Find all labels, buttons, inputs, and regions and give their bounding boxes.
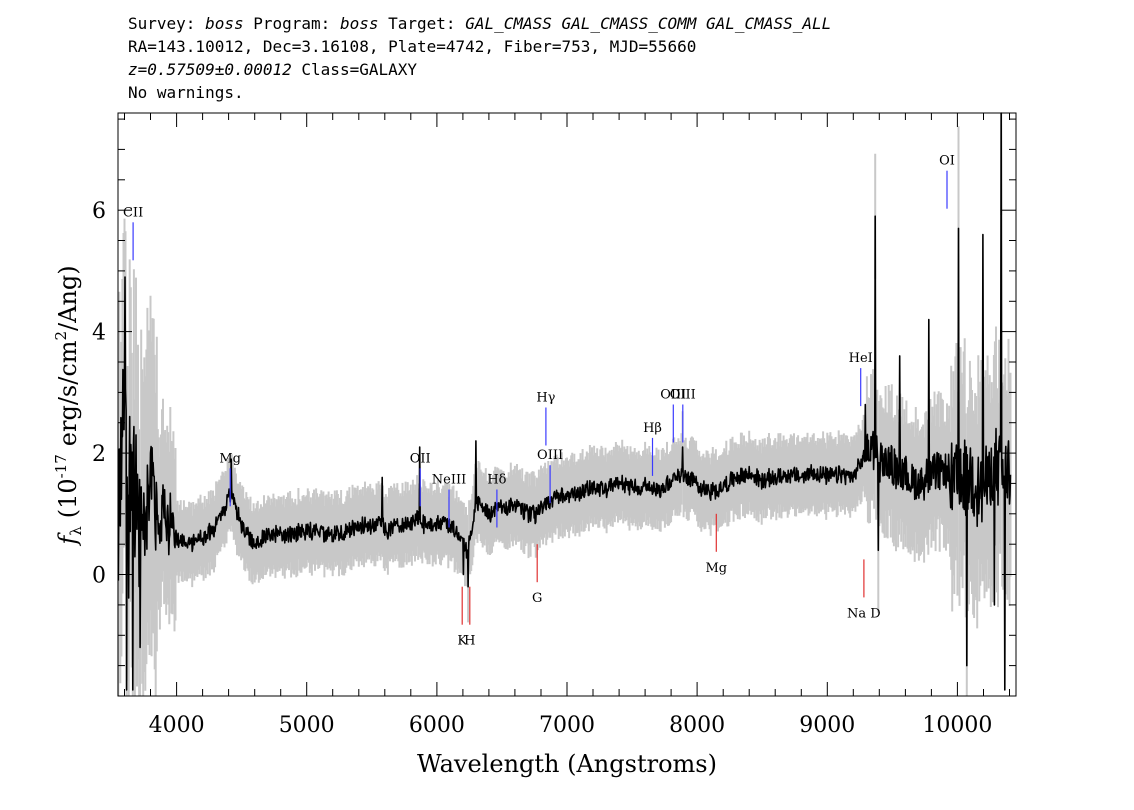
emission-line-label: OIII — [670, 388, 696, 403]
survey-label: Survey: — [128, 14, 196, 33]
emission-line-label: Mg — [219, 451, 241, 466]
emission-line-label: Hβ — [643, 421, 662, 436]
survey-value: boss — [205, 14, 244, 33]
x-tick-label: 7000 — [539, 713, 595, 738]
redshift-value: z=0.57509±0.00012 — [128, 60, 292, 79]
target-value: GAL_CMASS GAL_CMASS_COMM GAL_CMASS_ALL — [465, 14, 832, 33]
y-axis-end: /Ang) — [54, 265, 82, 331]
axis-ticks: 4000 5000 6000 7000 8000 9000 10000 0 2 4 6 — [92, 113, 1016, 738]
class-value: Class=GALAXY — [301, 60, 417, 79]
emission-line-label: OI — [939, 154, 955, 169]
program-label: Program: — [253, 14, 331, 33]
absorption-line-label: H — [464, 634, 475, 649]
y-axis-sq: 2 — [52, 331, 70, 341]
header-line-2: RA=143.10012, Dec=3.16108, Plate=4742, F… — [128, 37, 697, 56]
x-tick-label: 5000 — [279, 713, 335, 738]
absorption-line-label: Na D — [847, 606, 881, 621]
spectrum-header: Survey: boss Program: boss Target: GAL_C… — [128, 12, 831, 104]
y-axis-lambda: λ — [67, 526, 85, 536]
absorption-line-label: Mg — [705, 561, 727, 576]
x-tick-label: 6000 — [409, 713, 465, 738]
emission-line-label: OII — [410, 451, 431, 466]
warnings-line: No warnings. — [128, 83, 244, 102]
emission-line-label: OIII — [660, 388, 686, 403]
emission-line-label: CII — [123, 205, 143, 220]
header-line-3: z=0.57509±0.00012 Class=GALAXY — [128, 58, 831, 81]
emission-line-label: HeI — [849, 351, 873, 366]
absorption-line-label: K — [457, 634, 467, 649]
x-tick-label: 9000 — [799, 713, 855, 738]
x-tick-label: 4000 — [149, 713, 205, 738]
y-axis-units: erg/s/cm — [54, 340, 82, 446]
header-line-1: Survey: boss Program: boss Target: GAL_C… — [128, 12, 831, 35]
y-axis-title: fλ(10-17erg/s/cm2/Ang) — [52, 265, 85, 546]
target-label: Target: — [388, 14, 456, 33]
program-value: boss — [339, 14, 379, 33]
emission-line-label: Hδ — [487, 473, 506, 488]
y-axis-prefix: (10 — [54, 478, 82, 518]
spectrum-layer — [117, 112, 1012, 691]
x-tick-label: 8000 — [669, 713, 725, 738]
y-tick-label: 4 — [92, 321, 106, 346]
emission-line-label: NeIII — [432, 473, 466, 488]
x-tick-label: 10000 — [922, 713, 992, 738]
y-tick-label: 0 — [92, 564, 106, 589]
absorption-line-label: G — [532, 591, 542, 606]
emission-line-label: Hγ — [536, 391, 555, 406]
y-axis-exp: -17 — [52, 454, 70, 478]
x-axis-title: Wavelength (Angstroms) — [417, 750, 717, 778]
spectrum-series — [117, 112, 1012, 691]
y-tick-label: 6 — [92, 199, 106, 224]
emission-line-label: OIII — [537, 448, 563, 463]
y-tick-label: 2 — [92, 442, 106, 467]
